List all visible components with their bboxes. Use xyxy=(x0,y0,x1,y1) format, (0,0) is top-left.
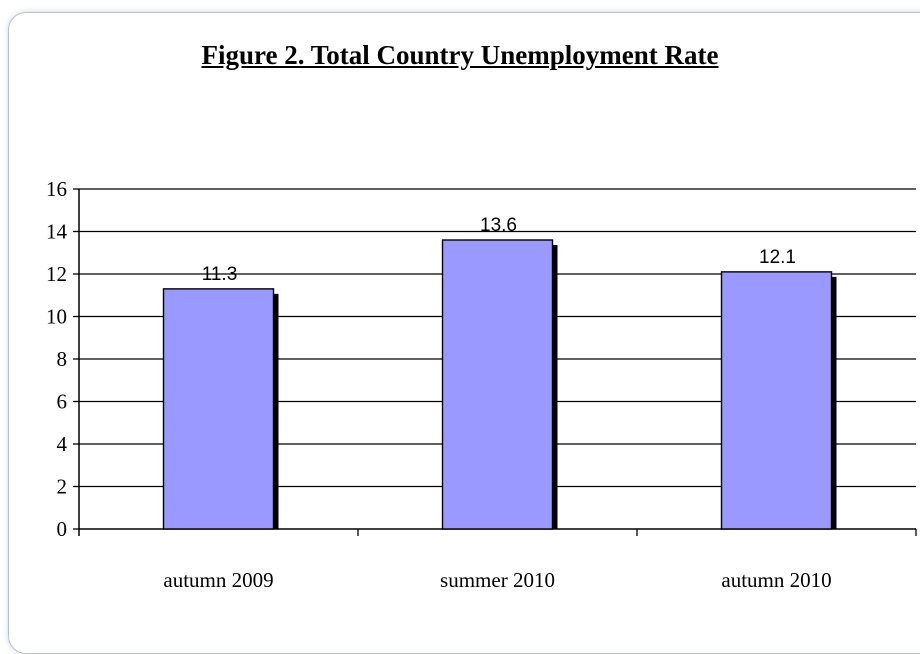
bars xyxy=(162,239,837,530)
data-label: 13.6 xyxy=(480,215,517,236)
labels: 0 2 4 6 8 10 12 14 16 11.3 autumn 2009 13.6 summer 2… xyxy=(46,177,832,592)
bar xyxy=(720,271,833,530)
y-tick-label: 6 xyxy=(57,390,68,414)
y-tick-label: 0 xyxy=(57,517,68,541)
y-tick-label: 2 xyxy=(57,475,68,499)
data-label: 12.1 xyxy=(759,247,796,268)
x-tick-label: autumn 2010 xyxy=(721,568,831,592)
y-tick-label: 4 xyxy=(57,432,68,456)
y-tick-label: 10 xyxy=(46,305,67,329)
y-tick-label: 8 xyxy=(57,347,68,371)
data-label: 11.3 xyxy=(202,264,238,285)
x-tick-label: autumn 2009 xyxy=(163,568,273,592)
chart-title: Figure 2. Total Country Unemployment Rat… xyxy=(201,40,719,70)
y-tick-label: 16 xyxy=(46,177,67,201)
bar xyxy=(162,288,275,530)
x-tick-label: summer 2010 xyxy=(440,568,555,592)
bar-chart: 0 2 4 6 8 10 12 14 16 11.3 autumn 2009 13.6 summer 2… xyxy=(46,177,917,592)
bar xyxy=(441,239,554,530)
y-tick-label: 12 xyxy=(46,262,67,286)
y-tick-label: 14 xyxy=(46,220,68,244)
